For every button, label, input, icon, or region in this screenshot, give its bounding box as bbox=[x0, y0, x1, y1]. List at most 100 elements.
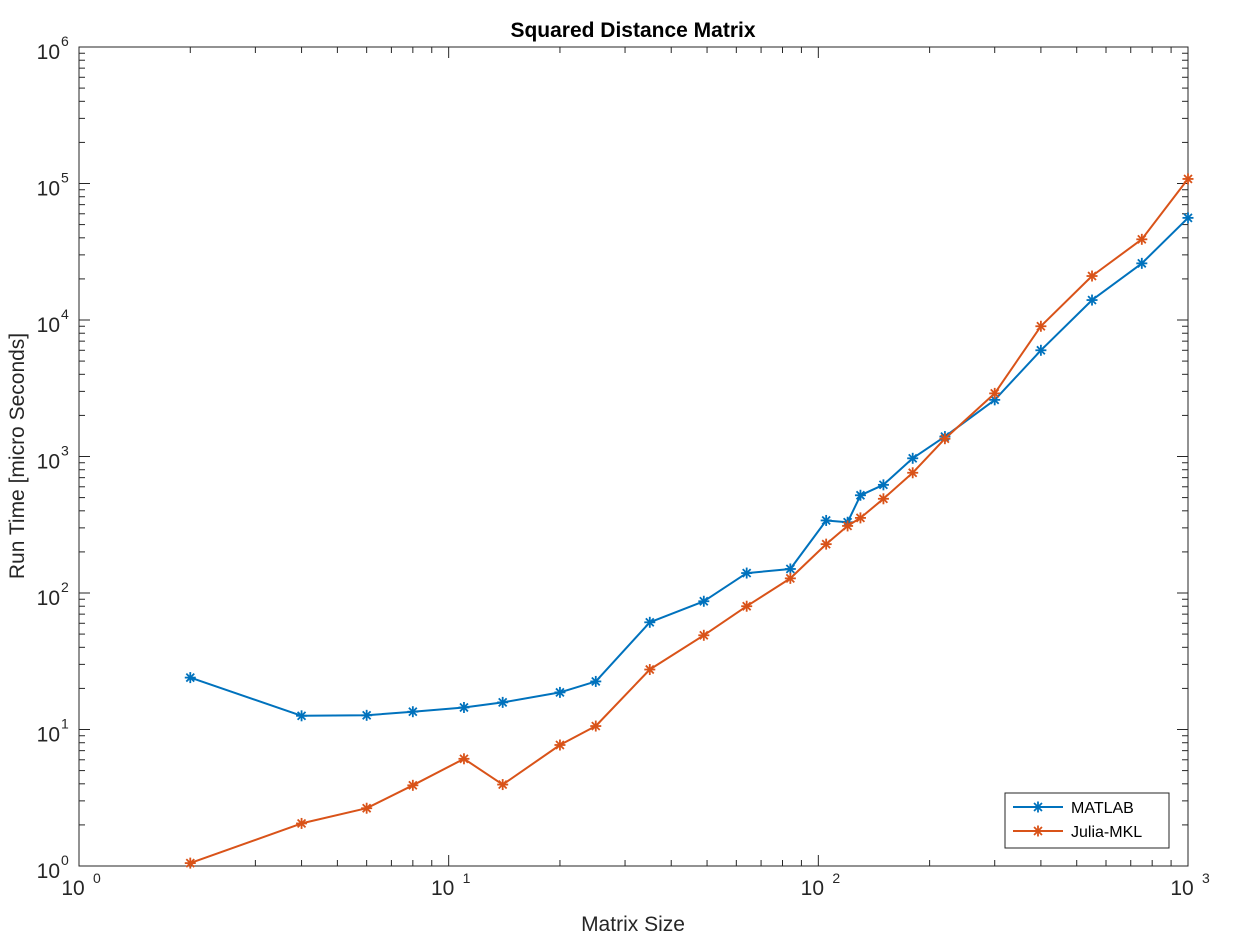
y-tick-exponent: 4 bbox=[61, 306, 69, 322]
data-point-matlab bbox=[407, 706, 419, 718]
x-axis-title: Matrix Size bbox=[581, 913, 685, 936]
data-point-matlab bbox=[1086, 294, 1098, 306]
y-tick-exponent: 2 bbox=[61, 579, 69, 595]
data-point-julia-mkl bbox=[842, 520, 854, 532]
data-point-matlab bbox=[1136, 257, 1148, 269]
marker-stroke bbox=[785, 564, 795, 574]
legend-label-matlab: MATLAB bbox=[1071, 800, 1134, 817]
data-point-matlab bbox=[590, 675, 602, 687]
axis-ticks bbox=[78, 47, 1188, 867]
data-point-julia-mkl bbox=[1182, 173, 1194, 185]
data-point-julia-mkl bbox=[554, 739, 566, 751]
data-point-julia-mkl bbox=[741, 600, 753, 612]
data-point-matlab bbox=[1182, 212, 1194, 224]
x-tick-label: 10 bbox=[61, 877, 84, 900]
marker-stroke bbox=[1087, 295, 1097, 305]
marker-stroke bbox=[843, 521, 853, 531]
y-tick-exponent: 0 bbox=[61, 852, 69, 868]
y-tick-label: 10 bbox=[37, 451, 60, 474]
data-point-matlab bbox=[854, 489, 866, 501]
data-point-julia-mkl bbox=[907, 467, 919, 479]
data-point-matlab bbox=[497, 696, 509, 708]
y-axis-title: Run Time [micro Seconds] bbox=[6, 333, 29, 579]
data-point-matlab bbox=[877, 479, 889, 491]
x-tick-exponent: 2 bbox=[832, 870, 840, 886]
y-tick-exponent: 6 bbox=[61, 33, 69, 49]
data-point-matlab bbox=[296, 710, 308, 722]
x-tick-exponent: 3 bbox=[1202, 870, 1210, 886]
legend-label-julia-mkl: Julia-MKL bbox=[1071, 824, 1142, 841]
data-point-julia-mkl bbox=[644, 664, 656, 676]
x-tick-exponent: 1 bbox=[463, 870, 471, 886]
x-tick-label: 10 bbox=[431, 877, 454, 900]
legend: MATLAB Julia-MKL bbox=[1004, 792, 1170, 849]
y-tick-exponent: 3 bbox=[61, 443, 69, 459]
data-point-julia-mkl bbox=[784, 572, 796, 584]
marker-stroke bbox=[908, 453, 918, 463]
marker-stroke bbox=[1137, 258, 1147, 268]
data-point-matlab bbox=[644, 616, 656, 628]
series-layer bbox=[184, 173, 1194, 869]
marker-stroke bbox=[1033, 826, 1043, 836]
marker-stroke bbox=[555, 687, 565, 697]
data-point-julia-mkl bbox=[296, 817, 308, 829]
marker-stroke bbox=[1183, 213, 1193, 223]
data-point-julia-mkl bbox=[989, 387, 1001, 399]
data-point-matlab bbox=[361, 709, 373, 721]
marker-stroke bbox=[699, 630, 709, 640]
y-tick-label: 10 bbox=[37, 41, 60, 64]
data-point-julia-mkl bbox=[1136, 233, 1148, 245]
marker-stroke bbox=[1087, 271, 1097, 281]
data-point-julia-mkl bbox=[1086, 270, 1098, 282]
data-point-julia-mkl bbox=[698, 629, 710, 641]
marker-stroke bbox=[785, 573, 795, 583]
marker-stroke bbox=[990, 388, 1000, 398]
data-point-matlab bbox=[907, 452, 919, 464]
marker-stroke bbox=[591, 721, 601, 731]
marker-stroke bbox=[742, 601, 752, 611]
y-tick-label: 10 bbox=[37, 860, 60, 883]
x-tick-exponent: 0 bbox=[93, 870, 101, 886]
marker-stroke bbox=[855, 513, 866, 523]
marker-stroke bbox=[645, 617, 655, 627]
marker-stroke bbox=[296, 711, 307, 721]
marker-stroke bbox=[1033, 802, 1043, 812]
marker-stroke bbox=[1137, 234, 1147, 244]
x-tick-label: 10 bbox=[1170, 877, 1193, 900]
marker-stroke bbox=[878, 494, 889, 504]
marker-stroke bbox=[855, 490, 866, 500]
marker-stroke bbox=[699, 596, 709, 606]
marker-stroke bbox=[821, 539, 831, 549]
y-tick-exponent: 5 bbox=[61, 170, 69, 186]
y-tick-exponent: 1 bbox=[61, 716, 69, 732]
data-point-julia-mkl bbox=[590, 720, 602, 732]
data-point-julia-mkl bbox=[184, 857, 196, 869]
marker-stroke bbox=[645, 664, 655, 675]
marker-stroke bbox=[459, 702, 469, 713]
data-point-matlab bbox=[820, 514, 832, 526]
marker-stroke bbox=[408, 707, 418, 717]
marker-stroke bbox=[185, 858, 195, 868]
legend-marker-julia-mkl bbox=[1032, 825, 1044, 837]
data-point-matlab bbox=[741, 567, 753, 579]
marker-stroke bbox=[185, 673, 195, 683]
y-tick-label: 10 bbox=[37, 724, 60, 747]
marker-stroke bbox=[296, 818, 307, 829]
legend-item-julia-mkl: Julia-MKL bbox=[1013, 824, 1142, 841]
marker-stroke bbox=[591, 676, 601, 687]
y-tick-label: 10 bbox=[37, 178, 60, 201]
data-point-julia-mkl bbox=[854, 512, 866, 524]
marker-stroke bbox=[498, 697, 508, 707]
data-point-matlab bbox=[698, 595, 710, 607]
data-point-julia-mkl bbox=[1035, 320, 1047, 332]
data-point-matlab bbox=[184, 672, 196, 684]
x-tick-labels: 10 0 10 1 10 2 10 3 bbox=[61, 870, 1210, 900]
data-point-julia-mkl bbox=[820, 538, 832, 550]
plot-area-frame bbox=[78, 46, 1189, 867]
marker-stroke bbox=[1036, 345, 1046, 355]
data-point-julia-mkl bbox=[361, 802, 373, 814]
marker-stroke bbox=[1183, 174, 1193, 184]
